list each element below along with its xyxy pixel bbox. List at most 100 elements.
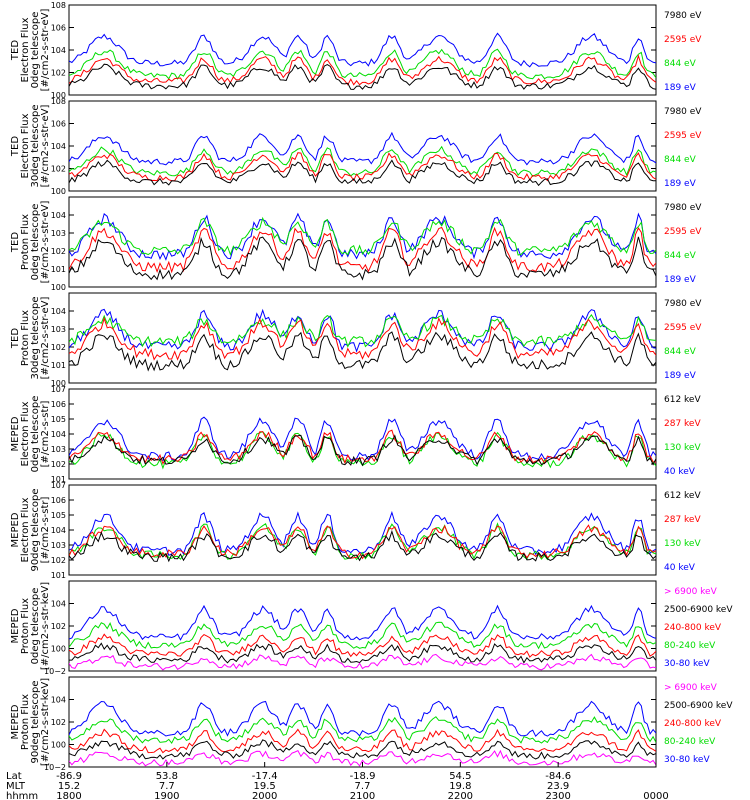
legend-entry: 240-800 keV (664, 719, 722, 729)
series-line (69, 48, 656, 80)
panel-frame (68, 100, 657, 192)
series-group (69, 308, 656, 372)
legend-entry: 2595 eV (664, 227, 702, 237)
y-tick-label: 105 (51, 511, 66, 520)
y-tick-label: 102 (51, 718, 66, 727)
x-row-label: Lat (6, 771, 22, 782)
series-group (69, 700, 656, 767)
y-tick-label: 106 (51, 24, 66, 33)
legend-entry: 2500-6900 keV (664, 701, 733, 711)
series-line (69, 152, 656, 182)
series-line (69, 131, 656, 166)
y-tick-label: 100 (51, 283, 66, 292)
y-tick-label: 104 (51, 46, 66, 55)
series-line (69, 739, 656, 760)
y-axis-label-line: Electron Flux (20, 113, 31, 178)
y-tick-label: 103 (51, 445, 66, 454)
x-tick-label: -18.9 (350, 771, 376, 782)
y-axis-label-line: 90deg telescope (30, 680, 41, 763)
series-line (69, 642, 656, 664)
x-tick-label: 53.8 (156, 771, 178, 782)
legend-entry: 844 eV (664, 251, 697, 261)
x-tick-label: 2300 (545, 791, 570, 800)
y-axis-label-line: Proton Flux (20, 598, 31, 654)
y-tick-label: 101 (51, 571, 66, 580)
x-tick-label: 23.9 (547, 781, 569, 792)
y-tick-label: 106 (51, 496, 66, 505)
y-tick-label: 10−2 (44, 667, 66, 676)
y-axis-label-line: 0deg telescope (30, 588, 41, 665)
series-group (69, 604, 656, 671)
y-tick-label: 105 (51, 415, 66, 424)
y-tick-label: 100 (51, 91, 66, 100)
x-row-label: hhmm (6, 791, 38, 800)
y-tick-label: 106 (51, 120, 66, 129)
y-tick-label: 106 (51, 400, 66, 409)
series-line (69, 429, 656, 465)
series-line (69, 236, 656, 281)
x-tick-label: 1800 (56, 791, 81, 800)
y-tick-label: 104 (51, 142, 66, 151)
x-tick-label: 7.7 (355, 781, 371, 792)
legend-entry: 2595 eV (664, 323, 702, 333)
series-line (69, 216, 656, 256)
series-line (69, 308, 656, 353)
y-tick-label: 102 (51, 460, 66, 469)
series-group (69, 32, 656, 90)
y-axis-label-line: [#/cm2-s-str] (40, 400, 51, 467)
x-tick-label: 1900 (154, 791, 179, 800)
legend-entry: 7980 eV (664, 203, 702, 213)
y-axis-label-line: [#/cm2-s-str] (40, 496, 51, 563)
panel-frame (68, 676, 657, 768)
y-tick-label: 100 (51, 645, 66, 654)
y-tick-label: 104 (51, 600, 66, 609)
y-tick-label: 107 (51, 385, 66, 394)
y-axis-label-line: TED (10, 328, 21, 349)
x-row-label: MLT (6, 781, 26, 792)
series-line (69, 522, 656, 561)
y-tick-label: 102 (51, 343, 66, 352)
legend-entry: 7980 eV (664, 11, 702, 21)
legend-entry: 7980 eV (664, 299, 702, 309)
legend-entry: 80-240 keV (664, 737, 716, 747)
y-axis-label-line: [#/cm2-s-str-eV] (40, 297, 51, 380)
y-axis-label-line: Proton Flux (20, 214, 31, 270)
legend-entry: 844 eV (664, 155, 697, 165)
x-tick-label: 15.2 (58, 781, 80, 792)
y-tick-label: 104 (51, 430, 66, 439)
y-axis-label-line: TED (10, 136, 21, 157)
y-axis-label: MEPED Proton Flux 90deg telescope [#/cm2-s-… (10, 678, 51, 766)
legend-entry: 40 keV (664, 467, 696, 477)
y-tick-label: 104 (51, 526, 66, 535)
x-tick-label: 2200 (448, 791, 473, 800)
y-tick-label: 108 (51, 97, 66, 106)
legend-entry: 287 keV (664, 419, 701, 429)
series-line (69, 416, 656, 461)
y-axis-label-line: [#/cm2-s-str-keV] (40, 678, 51, 766)
y-tick-label: 101 (51, 475, 66, 484)
x-tick-label: 54.5 (449, 771, 471, 782)
legend-entry: 2500-6900 keV (664, 605, 733, 615)
x-tick-label: -17.4 (252, 771, 278, 782)
y-axis-label-line: 0deg telescope (30, 204, 41, 281)
y-tick-label: 102 (51, 622, 66, 631)
legend-entry: 130 keV (664, 443, 701, 453)
legend-entry: 2595 eV (664, 35, 702, 45)
series-line (69, 226, 656, 274)
y-axis-label-line: Proton Flux (20, 310, 31, 366)
y-axis-label: MEPED Electron Flux 90deg telescope [#/cm2-… (10, 488, 51, 571)
series-line (69, 604, 656, 641)
y-axis-label-line: [#/cm2-s-str-keV] (40, 582, 51, 670)
y-tick-label: 102 (51, 556, 66, 565)
y-axis-label-line: MEPED (10, 416, 21, 451)
series-group (69, 131, 656, 187)
panel-frame (68, 292, 657, 384)
series-line (69, 331, 656, 372)
legend-entry: 189 eV (664, 179, 697, 189)
y-axis-label: TED Electron Flux 30deg telescope [#/cm2-s-… (10, 104, 51, 187)
